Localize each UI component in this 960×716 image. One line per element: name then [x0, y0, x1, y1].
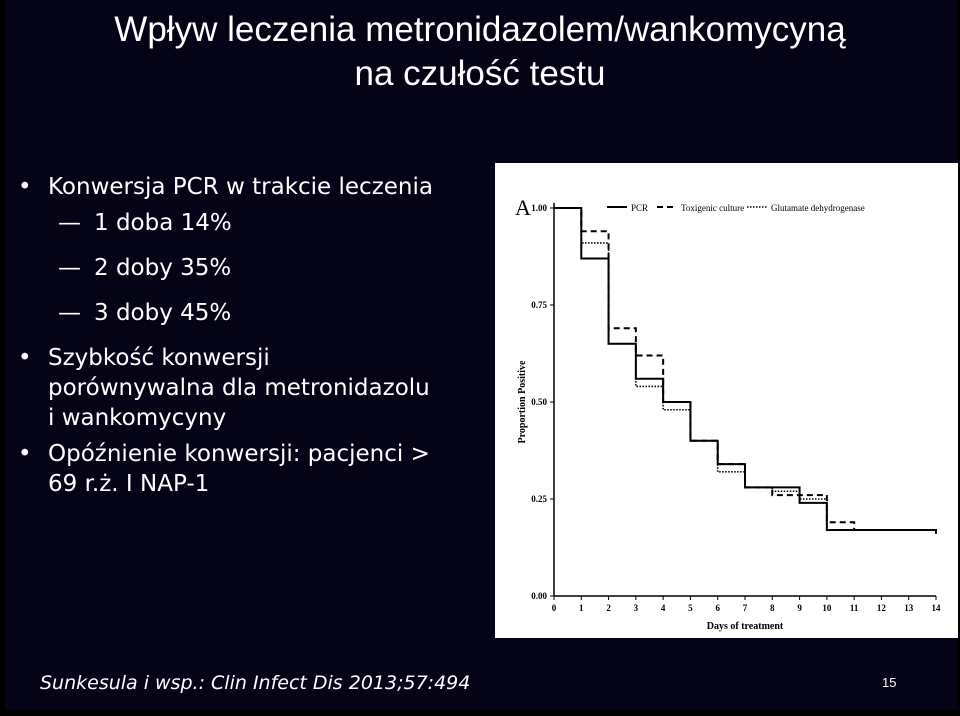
- panel-label: A: [515, 195, 531, 220]
- bullet-conversion-speed: • Szybkość konwersji porównywalna dla me…: [18, 343, 488, 433]
- sub-bullet-day-2: — 2 doby 35%: [18, 253, 488, 283]
- bullet-glyph: •: [18, 441, 32, 467]
- sub-bullet-text: 3 doby 45%: [94, 300, 232, 326]
- x-tick-label: 13: [904, 603, 914, 613]
- chart-panel: 0.00 0.25 0.50 0.75 1.00 0 1 2 3 4 5 6 7 8 9 10 11 12 13 14…: [495, 163, 958, 638]
- x-tick-label: 0: [552, 603, 557, 613]
- x-axis-label: Days of treatment: [707, 621, 784, 632]
- legend-label: Glutamate dehydrogenase: [771, 203, 865, 213]
- x-tick-label: 10: [822, 603, 832, 613]
- sub-bullet-text: 2 doby 35%: [94, 255, 232, 281]
- title-line-1: Wpływ leczenia metronidazolem/wankomycyn…: [114, 10, 846, 49]
- step-chart: 0.000.250.500.751.000 1 2 3 4 5 6 7 8 9 10 11 12 13 14…: [515, 195, 942, 632]
- slide-title: Wpływ leczenia metronidazolem/wankomycyn…: [0, 8, 960, 96]
- x-tick-label: 6: [715, 603, 720, 613]
- x-tick-label: 11: [850, 603, 859, 613]
- series-line: [554, 207, 937, 534]
- x-tick-label: 14: [932, 603, 942, 613]
- x-tick-label: 1: [579, 603, 584, 613]
- y-tick-label: 1.00: [531, 203, 547, 213]
- sub-bullet-text: 1 doba 14%: [94, 210, 232, 236]
- bullet-text-line-2: porównywalna dla metronidazolu: [48, 375, 430, 401]
- title-line-2: na czułość testu: [354, 54, 606, 93]
- sub-bullet-day-1: — 1 doba 14%: [18, 208, 488, 238]
- y-tick-label: 0.50: [531, 397, 547, 407]
- x-tick-label: 8: [770, 603, 775, 613]
- dash-glyph: —: [58, 255, 81, 281]
- legend-label: Toxigenic culture: [681, 203, 744, 213]
- x-tick-label: 3: [634, 603, 639, 613]
- y-tick-label: 0.25: [531, 494, 547, 504]
- x-tick-label: 9: [797, 603, 802, 613]
- dash-glyph: —: [58, 300, 81, 326]
- bullet-text-line-3: i wankomycyny: [48, 405, 227, 431]
- x-tick-label: 4: [661, 603, 666, 613]
- bullet-pcr-conversion: • Konwersja PCR w trakcie leczenia: [18, 172, 488, 202]
- legend-label: PCR: [631, 203, 648, 213]
- citation: Sunkesula i wsp.: Clin Infect Dis 2013;5…: [40, 672, 471, 694]
- bullet-text-line-2: 69 r.ż. I NAP-1: [48, 471, 210, 497]
- dash-glyph: —: [58, 210, 81, 236]
- y-tick-label: 0.00: [531, 591, 547, 601]
- y-tick-label: 0.75: [531, 300, 547, 310]
- x-tick-label: 5: [688, 603, 693, 613]
- series-line: [554, 207, 937, 534]
- bullet-list: • Konwersja PCR w trakcie leczenia — 1 d…: [18, 172, 488, 505]
- bullet-conversion-delay: • Opóźnienie konwersji: pacjenci > 69 r.…: [18, 439, 488, 499]
- x-tick-label: 12: [877, 603, 887, 613]
- bullet-glyph: •: [18, 345, 32, 371]
- sub-bullet-day-3: — 3 doby 45%: [18, 298, 488, 328]
- bullet-text-line-1: Opóźnienie konwersji: pacjenci >: [48, 441, 430, 467]
- x-tick-label: 7: [743, 603, 748, 613]
- page-number: 15: [882, 675, 897, 690]
- bullet-text: Konwersja PCR w trakcie leczenia: [48, 174, 433, 200]
- bullet-glyph: •: [18, 174, 32, 200]
- bullet-text-line-1: Szybkość konwersji: [48, 345, 270, 371]
- x-tick-label: 2: [606, 603, 611, 613]
- y-axis-label: Proportion Positive: [517, 360, 528, 443]
